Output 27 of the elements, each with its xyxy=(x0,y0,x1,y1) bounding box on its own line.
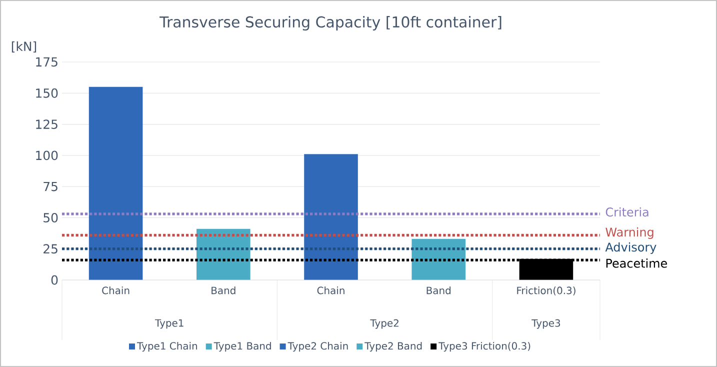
x-tick-label: Friction(0.3) xyxy=(517,286,576,296)
y-tick-label: 75 xyxy=(44,182,58,192)
ref-line-label: Advisory xyxy=(605,242,656,254)
legend-label: Type3 Friction(0.3) xyxy=(438,342,530,352)
x-tick-label: Band xyxy=(426,286,450,294)
y-tick-label: 150 xyxy=(36,88,58,98)
x-tick-label: Chain xyxy=(102,286,130,294)
ref-line-label: Criteria xyxy=(606,207,648,217)
y-tick-label: 50 xyxy=(44,212,58,222)
chart-title: Transverse Securing Capacity [10ft container] xyxy=(160,16,502,30)
ref-line-label: Warning xyxy=(606,227,654,239)
x-tick-label: Chain xyxy=(317,286,344,294)
legend-label: Type1 Chain xyxy=(136,342,198,352)
y-tick-label: 100 xyxy=(36,150,58,160)
y-tick-label: 125 xyxy=(36,120,58,129)
ref-line-label: Peacetime xyxy=(606,258,667,268)
y-tick-label: 0 xyxy=(51,275,58,285)
legend-label: Type2 Band xyxy=(364,342,422,352)
legend-label: Type2 Chain xyxy=(288,342,348,352)
x-tick-label: Band xyxy=(212,286,236,294)
y-axis-title: [kN] xyxy=(12,41,36,52)
legend-label: Type1 Band xyxy=(214,342,271,352)
y-tick-label: 25 xyxy=(44,244,58,254)
y-tick-label: 175 xyxy=(36,57,58,67)
text: Type2 xyxy=(370,319,398,329)
text: Type3 xyxy=(532,319,560,329)
text: Type1 xyxy=(154,319,184,329)
